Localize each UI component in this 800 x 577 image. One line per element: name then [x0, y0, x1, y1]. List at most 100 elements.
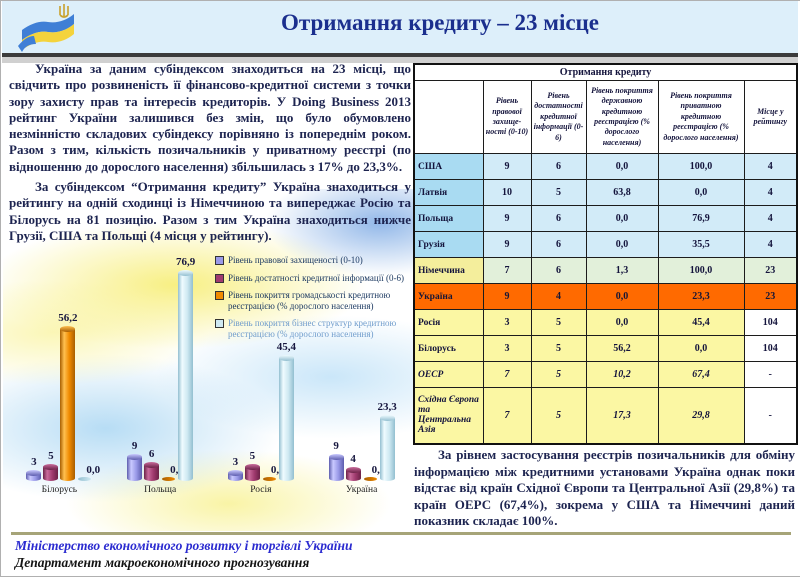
cell-legal: 10	[482, 179, 532, 206]
bar: 0,0	[363, 464, 385, 481]
cell-country: США	[413, 153, 484, 180]
bar-group: 9 6 0,0 76,9 Польща	[110, 256, 211, 503]
bar: 9	[328, 440, 344, 481]
cell-private: 67,4	[657, 361, 745, 388]
footer-department: Департамент макроекономічного прогнозува…	[15, 555, 310, 570]
table-column-header: Рівень правової захище-ності (0-10)	[482, 80, 532, 154]
bar-top-cap	[379, 415, 395, 421]
credit-table: Отримання кредиту Рівень правової захище…	[413, 63, 799, 445]
cell-rank: -	[743, 361, 798, 388]
legend-label: Рівень достатності кредитної інформації …	[228, 272, 404, 283]
bar: 76,9	[176, 256, 195, 481]
table-row: США 9 6 0,0 100,0 4	[413, 153, 798, 180]
cell-info: 6	[530, 153, 587, 180]
cell-info: 4	[530, 283, 587, 310]
cell-info: 5	[530, 361, 587, 388]
bar-value-label: 3	[31, 456, 37, 468]
cell-country: Східна Європа та Центральна Азія	[413, 387, 484, 444]
cell-rank: 23	[743, 257, 798, 284]
trident-icon	[59, 4, 69, 18]
table-row: Україна 9 4 0,0 23,3 23	[413, 283, 798, 310]
bar: 23,3	[378, 401, 397, 481]
legend-item: Рівень покриття бізнес структур кредитно…	[215, 318, 415, 339]
cell-info: 5	[530, 309, 587, 336]
credit-table-body: США 9 6 0,0 100,0 4 Латвія 10 5 63,8 0,0 4 Польща 9 6 0…	[413, 153, 798, 444]
table-column-header: Рівень достатності кредитної інформації …	[530, 80, 587, 154]
bar-top-cap	[127, 454, 143, 460]
cell-info: 6	[530, 231, 587, 258]
table-row: Білорусь 3 5 56,2 0,0 104	[413, 335, 798, 362]
cell-legal: 3	[482, 335, 532, 362]
cell-public: 0,0	[585, 283, 659, 310]
cell-private: 23,3	[657, 283, 745, 310]
bar-value-label: 23,3	[377, 401, 397, 413]
legend-label: Рівень покриття громадськості кредитною …	[228, 290, 391, 311]
cell-info: 6	[530, 257, 587, 284]
bar-group-bars: 9 4 0,0 23,3	[328, 401, 397, 481]
paragraph-ranking: За субіндексом “Отримання кредиту” Украї…	[9, 179, 411, 243]
cell-private: 100,0	[657, 153, 745, 180]
cell-country: Грузія	[413, 231, 484, 258]
bar: 0,0	[162, 464, 184, 481]
bar: 0,0	[78, 464, 100, 481]
cell-legal: 7	[482, 257, 532, 284]
cell-rank: 4	[743, 205, 798, 232]
credit-bar-chart: Рівень правової захищеності (0-10) Рівень…	[9, 255, 412, 525]
paragraph-subindex: Україна за даним субіндексом знаходиться…	[9, 61, 411, 174]
legend-label: Рівень правової захищеності (0-10)	[228, 255, 363, 265]
cell-public: 10,2	[585, 361, 659, 388]
legend-swatch-icon	[215, 319, 224, 328]
cell-public: 0,0	[585, 153, 659, 180]
category-label: Україна	[345, 485, 378, 495]
cell-legal: 7	[482, 387, 532, 444]
legend-item: Рівень достатності кредитної інформації …	[215, 273, 415, 284]
bar-value-label: 0,0	[86, 464, 101, 476]
legend-swatch-icon	[215, 273, 224, 283]
cell-legal: 9	[482, 153, 532, 180]
bar: 56,2	[58, 312, 78, 481]
bar: 5	[244, 450, 260, 481]
cell-public: 0,0	[585, 231, 659, 258]
table-row: Грузія 9 6 0,0 35,5 4	[413, 231, 798, 258]
table-row: Східна Європа та Центральна Азія 7 5 17,3 29…	[413, 387, 798, 444]
legend-swatch-icon	[215, 291, 224, 300]
cell-public: 63,8	[585, 179, 659, 206]
header-band: Отримання кредиту – 23 місце	[2, 1, 798, 57]
bar-value-label: 6	[148, 448, 155, 460]
cell-private: 29,8	[657, 387, 745, 444]
category-label: Польща	[144, 485, 177, 495]
flag-blue-band	[22, 14, 74, 40]
cell-country: Україна	[413, 283, 484, 310]
legend-label: Рівень покриття бізнес структур кредитно…	[228, 318, 397, 339]
bar: 5	[43, 450, 59, 481]
cell-private: 0,0	[657, 179, 745, 206]
bar-chart-groups: 3 5 56,2 0,0 Білорусь 9 6 0,0 76,9 Польща 3 5 0,0 45,…	[9, 256, 412, 503]
bar-top-cap	[328, 454, 344, 460]
bar-value-label: 45,4	[276, 341, 296, 353]
bar: 0,0	[262, 464, 285, 481]
legend-item: Рівень покриття громадськості кредитною …	[215, 290, 415, 311]
cell-country: Німеччина	[413, 257, 484, 284]
bar: 45,4	[277, 341, 296, 481]
cell-rank: 104	[743, 309, 798, 336]
bar-group-bars: 9 6 0,0 76,9	[126, 256, 195, 481]
table-row: ОЕСР 7 5 10,2 67,4-	[413, 361, 798, 388]
bar-top-cap	[26, 470, 42, 476]
chart-legend: Рівень правової захищеності (0-10) Рівень…	[215, 255, 415, 346]
bar-group-bars: 3 5 0,0 45,4	[227, 341, 296, 481]
cell-info: 5	[530, 335, 587, 362]
bar-top-cap	[144, 462, 160, 468]
bar-group-bars: 3 5 56,2 0,0	[25, 312, 100, 481]
cell-rank: -	[743, 387, 798, 444]
cell-public: 56,2	[585, 335, 659, 362]
category-label: Білорусь	[41, 485, 78, 495]
cell-private: 35,5	[657, 231, 745, 258]
cell-rank: 104	[743, 335, 798, 362]
cell-legal: 7	[482, 361, 532, 388]
bar-value-label: 5	[249, 450, 256, 462]
bar-value-label: 9	[131, 440, 138, 452]
table-title-row: Отримання кредиту	[413, 63, 798, 81]
table-column-header: Рівень покриття державною кредитною реєс…	[585, 80, 659, 154]
bar: 4	[345, 453, 361, 481]
